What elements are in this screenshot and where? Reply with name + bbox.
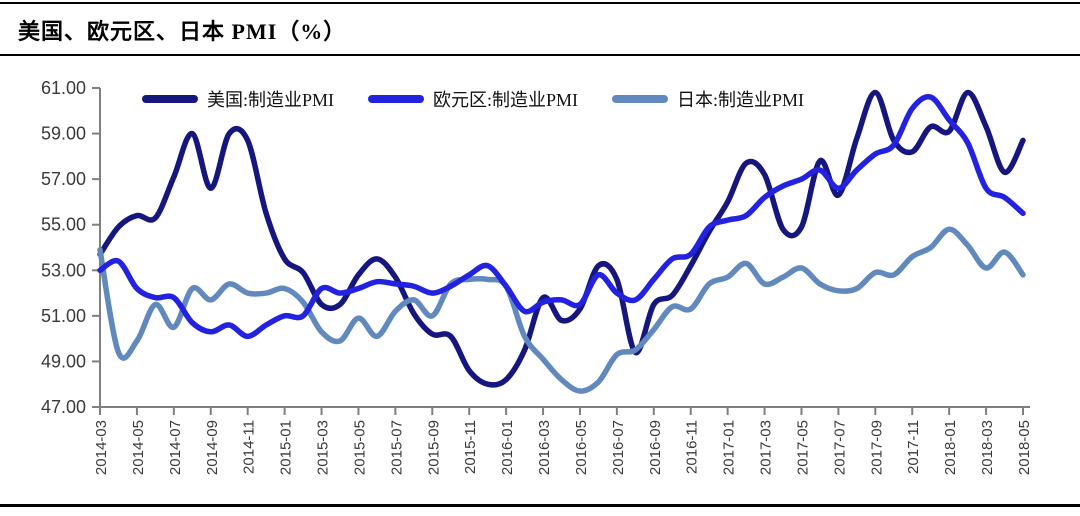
- x-axis-label: 2017-09: [868, 420, 885, 475]
- title-divider: [0, 54, 1080, 56]
- chart-legend: 美国:制造业PMI 欧元区:制造业PMI 日本:制造业PMI: [142, 86, 804, 112]
- legend-label-us: 美国:制造业PMI: [207, 90, 335, 110]
- x-axis-label: 2017-03: [758, 420, 775, 475]
- x-axis-label: 2016-03: [536, 420, 553, 475]
- y-axis-label: 57.00: [41, 169, 86, 189]
- series-line-eurozone: [97, 93, 1026, 340]
- x-axis-label: 2018-01: [942, 420, 959, 475]
- x-axis-label: 2016-05: [573, 420, 590, 475]
- series-line-us: [97, 89, 1026, 388]
- japan-series-swatch: [612, 95, 669, 103]
- x-axis-label: 2018-05: [1016, 420, 1033, 475]
- y-axis-label: 47.00: [41, 397, 86, 417]
- x-axis-label: 2014-07: [167, 420, 184, 475]
- x-axis-label: 2016-01: [499, 420, 516, 475]
- y-axis-label: 59.00: [41, 124, 86, 144]
- y-axis-label: 49.00: [41, 351, 86, 371]
- x-axis-label: 2014-11: [241, 420, 258, 474]
- y-axis-label: 51.00: [41, 306, 86, 326]
- x-axis-label: 2017-11: [905, 420, 922, 474]
- x-axis-label: 2018-03: [979, 420, 996, 475]
- x-axis-label: 2014-03: [93, 420, 110, 475]
- x-axis-label: 2016-11: [684, 420, 701, 474]
- legend-label-eurozone: 欧元区:制造业PMI: [433, 90, 579, 110]
- page-title: 美国、欧元区、日本 PMI（%）: [18, 19, 347, 44]
- x-axis-label: 2015-11: [462, 420, 479, 474]
- bottom-divider: [0, 504, 1080, 507]
- y-axis-label: 53.00: [41, 260, 86, 280]
- y-axis-label: 55.00: [41, 215, 86, 235]
- x-axis-label: 2015-05: [351, 420, 368, 475]
- x-axis-label: 2015-03: [315, 420, 332, 475]
- x-axis-label: 2017-07: [831, 420, 848, 475]
- x-axis-label: 2016-09: [647, 420, 664, 475]
- x-axis-label: 2017-01: [721, 420, 738, 475]
- x-axis-label: 2017-05: [794, 420, 811, 475]
- x-axis-label: 2014-09: [204, 420, 221, 475]
- top-divider: [0, 2, 1080, 4]
- legend-label-japan: 日本:制造业PMI: [677, 90, 805, 110]
- x-axis-label: 2015-07: [388, 420, 405, 475]
- x-axis-label: 2016-07: [610, 420, 627, 475]
- x-axis-label: 2015-01: [278, 420, 295, 475]
- eurozone-series-swatch: [368, 95, 425, 103]
- series-line-japan: [97, 226, 1026, 394]
- x-axis-label: 2014-05: [130, 420, 147, 475]
- legend-item-us: 美国:制造业PMI: [142, 86, 334, 112]
- legend-item-japan: 日本:制造业PMI: [612, 86, 804, 112]
- legend-item-eurozone: 欧元区:制造业PMI: [368, 86, 578, 112]
- us-series-swatch: [142, 95, 198, 103]
- y-axis-label: 61.00: [41, 78, 86, 98]
- x-axis-label: 2015-09: [425, 420, 442, 475]
